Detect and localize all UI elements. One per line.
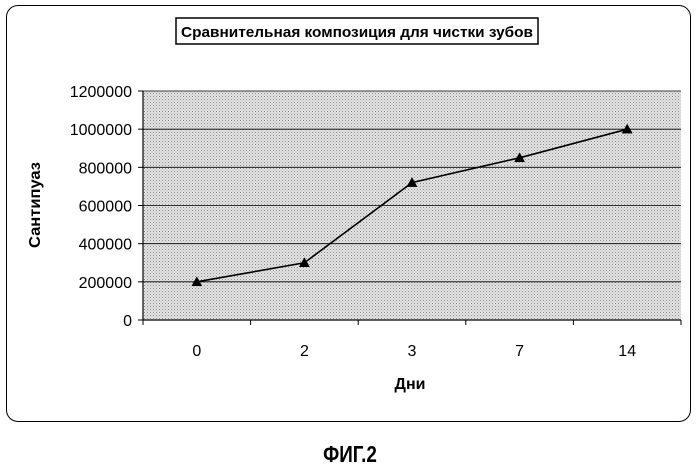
y-tick-label: 1200000: [70, 84, 132, 101]
x-tick-label: 3: [408, 343, 417, 360]
y-tick-label: 400000: [79, 237, 132, 254]
y-axis-title: Сантипуаз: [27, 162, 44, 248]
y-tick-label: 600000: [79, 199, 132, 216]
x-tick-label: 2: [300, 343, 309, 360]
y-tick-label: 1000000: [70, 122, 132, 139]
y-tick-label: 0: [123, 313, 132, 330]
x-axis-title: Дни: [395, 376, 426, 393]
x-tick-label: 7: [515, 343, 524, 360]
y-tick-label: 800000: [79, 160, 132, 177]
figure-caption: ФИГ.2: [63, 441, 637, 468]
x-tick-label: 14: [618, 343, 636, 360]
y-tick-label: 200000: [79, 275, 132, 292]
x-tick-label: 0: [192, 343, 201, 360]
chart-title: Сравнительная композиция для чистки зубо…: [181, 24, 533, 41]
